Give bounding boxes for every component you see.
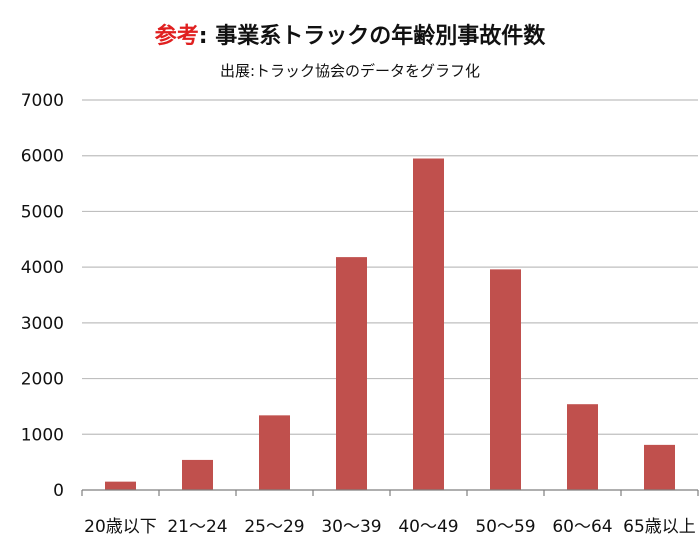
chart-title-separator: : xyxy=(198,24,208,49)
x-tick-label: 50～59 xyxy=(475,517,535,537)
chart-subtitle: 出展:トラック協会のデータをグラフ化 xyxy=(219,62,481,80)
bar xyxy=(336,257,367,490)
x-tick-label: 60～64 xyxy=(552,517,612,537)
y-tick-label: 2000 xyxy=(21,370,64,390)
x-tick-label: 30～39 xyxy=(321,517,381,537)
y-tick-label: 4000 xyxy=(21,258,64,278)
bar xyxy=(259,415,290,490)
bar xyxy=(567,404,598,490)
x-tick-label: 25～29 xyxy=(244,517,304,537)
chart-title: 参考: 事業系トラックの年齢別事故件数 xyxy=(0,18,700,50)
y-tick-label: 0 xyxy=(53,481,64,501)
bar xyxy=(490,269,521,490)
y-tick-label: 3000 xyxy=(21,314,64,334)
y-tick-label: 6000 xyxy=(21,147,64,167)
chart-title-prefix: 参考 xyxy=(154,24,199,49)
x-tick-label: 65歳以上 xyxy=(623,517,696,537)
bar xyxy=(182,459,213,490)
y-tick-label: 5000 xyxy=(21,202,64,222)
x-tick-label: 40～49 xyxy=(398,517,458,537)
chart-title-text: 事業系トラックの年齢別事故件数 xyxy=(215,24,546,49)
y-tick-label: 1000 xyxy=(21,425,64,445)
x-tick-label: 21～24 xyxy=(167,517,227,537)
bar xyxy=(413,158,444,490)
x-tick-label: 20歳以下 xyxy=(84,517,157,537)
y-tick-label: 7000 xyxy=(21,91,64,111)
bar xyxy=(105,481,136,490)
bar xyxy=(644,444,675,490)
